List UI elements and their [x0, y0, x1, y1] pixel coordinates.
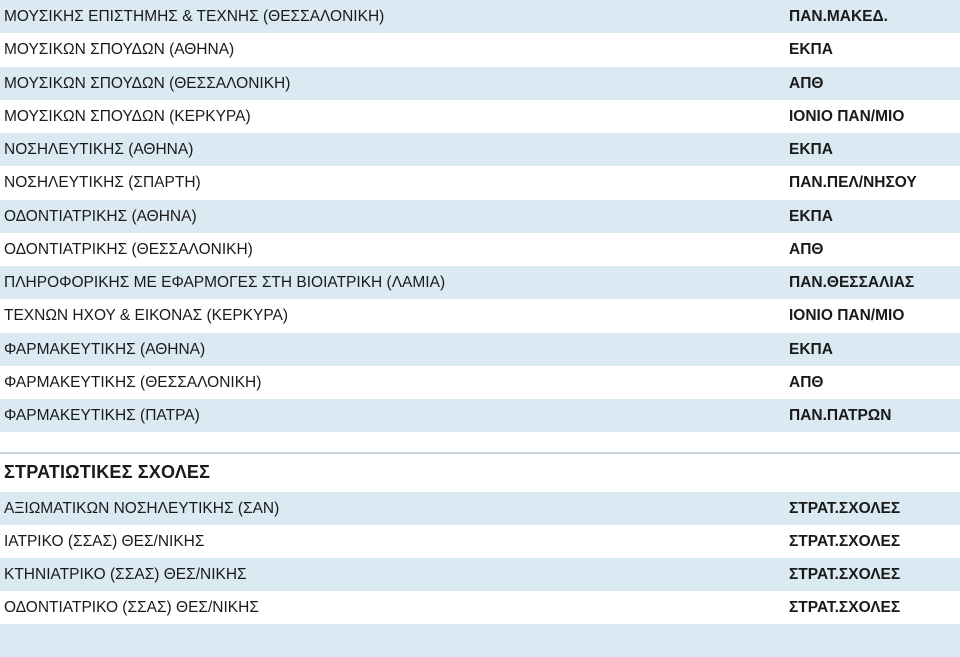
department-name: ΜΟΥΣΙΚΗΣ ΕΠΙΣΤΗΜΗΣ & ΤΕΧΝΗΣ (ΘΕΣΣΑΛΟΝΙΚΗ… — [4, 8, 385, 25]
table-row: ΤΕΧΝΩΝ ΗΧΟΥ & ΕΙΚΟΝΑΣ (ΚΕΡΚΥΡΑ) ΙΟΝΙΟ ΠΑ… — [0, 299, 960, 332]
table-row: ΜΟΥΣΙΚΩΝ ΣΠΟΥΔΩΝ (ΘΕΣΣΑΛΟΝΙΚΗ) ΑΠΘ — [0, 66, 960, 100]
university-name: ΙΟΝΙΟ ΠΑΝ/ΜΙΟ — [789, 307, 905, 325]
table-row: ΝΟΣΗΛΕΥΤΙΚΗΣ (ΣΠΑΡΤΗ) ΠΑΝ.ΠΕΛ/ΝΗΣΟΥ — [0, 166, 960, 199]
section-spacer — [0, 432, 960, 453]
table-row: ΜΟΥΣΙΚΗΣ ΕΠΙΣΤΗΜΗΣ & ΤΕΧΝΗΣ (ΘΕΣΣΑΛΟΝΙΚΗ… — [0, 0, 960, 34]
department-name: ΑΞΙΩΜΑΤΙΚΩΝ ΝΟΣΗΛΕΥΤΙΚΗΣ (ΣΑΝ) — [4, 500, 280, 518]
department-name: ΝΟΣΗΛΕΥΤΙΚΗΣ (ΣΠΑΡΤΗ) — [4, 174, 201, 192]
table-row: ΑΞΙΩΜΑΤΙΚΩΝ ΝΟΣΗΛΕΥΤΙΚΗΣ (ΣΑΝ) ΣΤΡΑΤ.ΣΧΟ… — [0, 492, 960, 526]
section-divider — [0, 452, 960, 455]
table-row: ΜΟΥΣΙΚΩΝ ΣΠΟΥΔΩΝ (ΚΕΡΚΥΡΑ) ΙΟΝΙΟ ΠΑΝ/ΜΙΟ — [0, 100, 960, 133]
university-name: ΠΑΝ.ΜΑΚΕΔ. — [789, 8, 888, 25]
table-row: ΟΔΟΝΤΙΑΤΡΙΚΗΣ (ΑΘΗΝΑ) ΕΚΠΑ — [0, 199, 960, 233]
university-name: ΣΤΡΑΤ.ΣΧΟΛΕΣ — [789, 599, 901, 617]
university-name: ΕΚΠΑ — [789, 340, 833, 358]
table-row: ΜΟΥΣΙΚΩΝ ΣΠΟΥΔΩΝ (ΑΘΗΝΑ) ΕΚΠΑ — [0, 33, 960, 66]
university-name: ΕΚΠΑ — [789, 207, 833, 225]
university-name: ΑΠΘ — [789, 74, 824, 92]
department-name: ΜΟΥΣΙΚΩΝ ΣΠΟΥΔΩΝ (ΚΕΡΚΥΡΑ) — [4, 107, 251, 125]
table-row: ΦΑΡΜΑΚΕΥΤΙΚΗΣ (ΑΘΗΝΑ) ΕΚΠΑ — [0, 332, 960, 366]
table-row: ΙΑΤΡΙΚΟ (ΣΣΑΣ) ΘΕΣ/ΝΙΚΗΣ ΣΤΡΑΤ.ΣΧΟΛΕΣ — [0, 525, 960, 559]
department-name: ΤΕΧΝΩΝ ΗΧΟΥ & ΕΙΚΟΝΑΣ (ΚΕΡΚΥΡΑ) — [4, 307, 289, 325]
university-name: ΕΚΠΑ — [789, 141, 833, 158]
department-name: ΟΔΟΝΤΙΑΤΡΙΚΟ (ΣΣΑΣ) ΘΕΣ/ΝΙΚΗΣ — [4, 599, 259, 617]
university-name: ΠΑΝ.ΘΕΣΣΑΛΙΑΣ — [789, 274, 915, 291]
university-name: ΣΤΡΑΤ.ΣΧΟΛΕΣ — [789, 533, 901, 551]
table-row: ΟΔΟΝΤΙΑΤΡΙΚΟ (ΣΣΑΣ) ΘΕΣ/ΝΙΚΗΣ ΣΤΡΑΤ.ΣΧΟΛ… — [0, 591, 960, 625]
department-name: ΙΑΤΡΙΚΟ (ΣΣΑΣ) ΘΕΣ/ΝΙΚΗΣ — [4, 533, 205, 551]
table-row: ΠΛΗΡΟΦΟΡΙΚΗΣ ΜΕ ΕΦΑΡΜΟΓΕΣ ΣΤΗ ΒΙΟΙΑΤΡΙΚΗ… — [0, 266, 960, 300]
university-name: ΕΚΠΑ — [789, 41, 833, 59]
department-name: ΜΟΥΣΙΚΩΝ ΣΠΟΥΔΩΝ (ΑΘΗΝΑ) — [4, 41, 235, 59]
department-name: ΟΔΟΝΤΙΑΤΡΙΚΗΣ (ΑΘΗΝΑ) — [4, 207, 197, 225]
department-name: ΦΑΡΜΑΚΕΥΤΙΚΗΣ (ΑΘΗΝΑ) — [4, 340, 206, 358]
university-name: ΑΠΘ — [789, 240, 824, 258]
table-row: ΟΔΟΝΤΙΑΤΡΙΚΗΣ (ΘΕΣΣΑΛΟΝΙΚΗ) ΑΠΘ — [0, 233, 960, 266]
table-row: ΝΟΣΗΛΕΥΤΙΚΗΣ (ΑΘΗΝΑ) ΕΚΠΑ — [0, 133, 960, 167]
university-name: ΑΠΘ — [789, 373, 824, 391]
university-name: ΙΟΝΙΟ ΠΑΝ/ΜΙΟ — [789, 107, 905, 125]
department-name: ΟΔΟΝΤΙΑΤΡΙΚΗΣ (ΘΕΣΣΑΛΟΝΙΚΗ) — [4, 240, 253, 258]
university-name: ΣΤΡΑΤ.ΣΧΟΛΕΣ — [789, 500, 901, 518]
section-heading: ΣΤΡΑΤΙΩΤΙΚΕΣ ΣΧΟΛΕΣ — [0, 454, 960, 493]
table-row: ΦΑΡΜΑΚΕΥΤΙΚΗΣ (ΠΑΤΡΑ) ΠΑΝ.ΠΑΤΡΩΝ — [0, 399, 960, 433]
department-name: ΦΑΡΜΑΚΕΥΤΙΚΗΣ (ΘΕΣΣΑΛΟΝΙΚΗ) — [4, 373, 262, 391]
table-row-empty — [0, 624, 960, 657]
department-name: ΜΟΥΣΙΚΩΝ ΣΠΟΥΔΩΝ (ΘΕΣΣΑΛΟΝΙΚΗ) — [4, 74, 291, 92]
military-schools-heading: ΣΤΡΑΤΙΩΤΙΚΕΣ ΣΧΟΛΕΣ — [4, 462, 211, 483]
university-name: ΠΑΝ.ΠΕΛ/ΝΗΣΟΥ — [789, 174, 917, 192]
university-name: ΣΤΡΑΤ.ΣΧΟΛΕΣ — [789, 566, 901, 584]
department-name: ΝΟΣΗΛΕΥΤΙΚΗΣ (ΑΘΗΝΑ) — [4, 141, 194, 158]
university-name: ΠΑΝ.ΠΑΤΡΩΝ — [789, 407, 892, 424]
department-name: ΠΛΗΡΟΦΟΡΙΚΗΣ ΜΕ ΕΦΑΡΜΟΓΕΣ ΣΤΗ ΒΙΟΙΑΤΡΙΚΗ… — [4, 274, 446, 291]
table-row: ΦΑΡΜΑΚΕΥΤΙΚΗΣ (ΘΕΣΣΑΛΟΝΙΚΗ) ΑΠΘ — [0, 366, 960, 399]
department-name: ΦΑΡΜΑΚΕΥΤΙΚΗΣ (ΠΑΤΡΑ) — [4, 407, 200, 424]
table-row: ΚΤΗΝΙΑΤΡΙΚΟ (ΣΣΑΣ) ΘΕΣ/ΝΙΚΗΣ ΣΤΡΑΤ.ΣΧΟΛΕ… — [0, 558, 960, 592]
department-name: ΚΤΗΝΙΑΤΡΙΚΟ (ΣΣΑΣ) ΘΕΣ/ΝΙΚΗΣ — [4, 566, 247, 584]
